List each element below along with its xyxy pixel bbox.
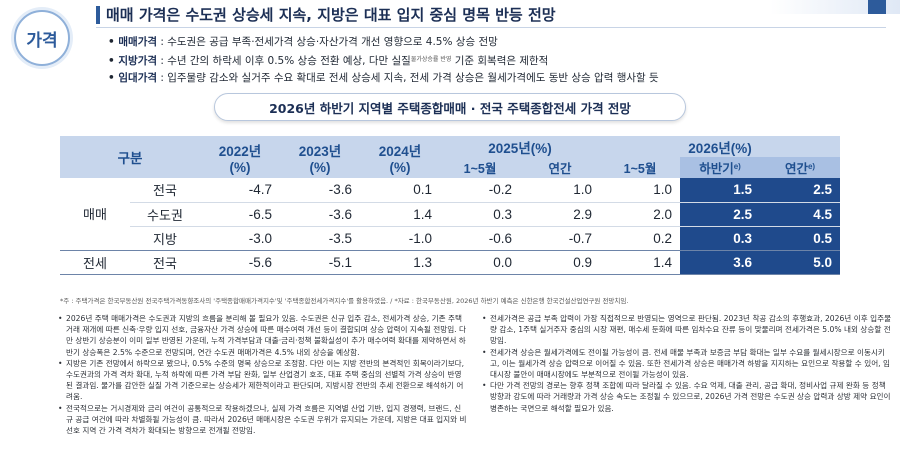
paragraph: 전세가격 상승은 월세가격에도 전이될 가능성이 큼. 전세 매물 부족과 보증…	[482, 347, 892, 381]
left-column: 2026년 주택 매매가격은 수도권과 지방의 흐름을 분리해 볼 필요가 있음…	[58, 313, 468, 436]
region-label: 수도권	[130, 202, 200, 227]
cell-forecast: 5.0	[760, 250, 841, 275]
cell: 0.9	[520, 250, 601, 275]
header-2026: 2026년(%)	[600, 136, 841, 157]
cell: 1.4	[360, 202, 440, 227]
header-2026-annual: 연간e)	[760, 157, 841, 178]
forecast-table-wrap: 구분 2022년 (%) 2023년 (%) 2024년 (%) 2025년(%) 2…	[60, 136, 841, 275]
header-2025-m15: 1~5월	[440, 157, 520, 178]
cell: -0.7	[520, 226, 601, 251]
cell-forecast: 1.5	[680, 178, 761, 203]
cell: 0.0	[440, 250, 520, 275]
bullet-text: 수도권은 공급 부족·전세가격 상승·자산가격 개선 영향으로 4.5% 상승 …	[167, 36, 498, 48]
cell: -1.0	[360, 226, 440, 251]
cell: -5.6	[200, 250, 280, 275]
header-2026-m15: 1~5월	[600, 157, 681, 178]
paragraph: 2026년 주택 매매가격은 수도권과 지방의 흐름을 분리해 볼 필요가 있음…	[58, 313, 468, 358]
right-column: 전세가격은 공급 부족 압력이 가장 직접적으로 반영되는 영역으로 판단됨. …	[482, 313, 892, 436]
cell: 0.2	[600, 226, 681, 251]
bullet-label: 지방가격	[118, 55, 158, 67]
table-title: 2026년 하반기 지역별 주택종합매매 · 전국 주택종합전세 가격 전망	[214, 93, 686, 121]
region-label: 전국	[130, 250, 200, 275]
bullet-label: 매매가격	[118, 36, 158, 48]
cell: 1.0	[520, 178, 601, 203]
body-columns: 2026년 주택 매매가격은 수도권과 지방의 흐름을 분리해 볼 필요가 있음…	[58, 313, 892, 436]
paragraph: 전국적으로는 거시경제와 금리 여건이 공통적으로 작용하겠으나, 실제 가격 …	[58, 403, 468, 437]
cell: 1.3	[360, 250, 440, 275]
cell: -3.0	[200, 226, 280, 251]
section-badge: 가격	[14, 10, 70, 66]
bullet-label: 임대가격	[118, 72, 158, 84]
paragraph: 다만 가격 전망의 경로는 향후 정책 조합에 따라 달라질 수 있음. 수요 …	[482, 380, 892, 414]
region-label: 지방	[130, 226, 200, 251]
bullet-regional: • 지방가격 : 수년 간의 하락세 이후 0.5% 상승 전환 예상, 다만 …	[108, 55, 549, 67]
cell: -6.5	[200, 202, 280, 227]
region-label: 전국	[130, 178, 200, 203]
cell-forecast: 2.5	[680, 202, 761, 227]
table-row: 지방 -3.0 -3.5 -1.0 -0.6 -0.7 0.2 0.3 0.5	[60, 226, 841, 251]
bullet-text-cont: 기준 회복력은 제한적	[451, 55, 549, 67]
paragraph: 지방은 기존 전망에서 하락으로 봤으나, 0.5% 수준의 명목 상승으로 조…	[58, 358, 468, 403]
cell: 0.3	[440, 202, 520, 227]
cell: -0.6	[440, 226, 520, 251]
cell: 2.0	[600, 202, 681, 227]
summary-bullets: • 매매가격 : 수도권은 공급 부족·전세가격 상승·자산가격 개선 영향으로…	[108, 34, 888, 87]
cell-forecast: 0.5	[760, 226, 841, 251]
cell: -3.5	[280, 226, 360, 251]
group-label: 전세	[60, 250, 130, 275]
cell: -4.7	[200, 178, 280, 203]
header-gubun: 구분	[60, 136, 200, 178]
title-divider	[96, 27, 886, 28]
cell: 1.4	[600, 250, 681, 275]
cell: 2.9	[520, 202, 601, 227]
bullet-text: 수년 간의 하락세 이후 0.5% 상승 전환 예상, 다만 실질	[167, 55, 411, 67]
cell: -3.6	[280, 178, 360, 203]
paragraph: 전세가격은 공급 부족 압력이 가장 직접적으로 반영되는 영역으로 판단됨. …	[482, 313, 892, 347]
bullet-footnote: 물가상승률 반영	[410, 56, 452, 63]
header-2023: 2023년 (%)	[280, 136, 360, 178]
cell: -3.6	[280, 202, 360, 227]
cell: -5.1	[280, 250, 360, 275]
corner-mark	[868, 0, 886, 14]
corner-decoration	[770, 0, 900, 14]
cell-forecast: 0.3	[680, 226, 761, 251]
table-row: 수도권 -6.5 -3.6 1.4 0.3 2.9 2.0 2.5 4.5	[60, 202, 841, 227]
forecast-table: 구분 2022년 (%) 2023년 (%) 2024년 (%) 2025년(%) 2…	[60, 136, 841, 275]
header-2025: 2025년(%)	[440, 136, 601, 157]
bullet-rent: • 임대가격 : 입주물량 감소와 실거주 수요 확대로 전세 상승세 지속, …	[108, 72, 659, 84]
header-2025-annual: 연간	[520, 157, 601, 178]
table-row: 전세 전국 -5.6 -5.1 1.3 0.0 0.9 1.4 3.6 5.0	[60, 250, 841, 275]
header-2022: 2022년 (%)	[200, 136, 280, 178]
cell: 0.1	[360, 178, 440, 203]
group-label: 매매	[60, 178, 130, 251]
header-2024: 2024년 (%)	[360, 136, 440, 178]
header-2026-h2: 하반기e)	[680, 157, 761, 178]
table-footnote: *주 : 주택가격은 한국부동산원 전국주택가격동향조사의 '주택종합매매가격지…	[60, 297, 629, 305]
bullet-text: 입주물량 감소와 실거주 수요 확대로 전세 상승세 지속, 전세 가격 상승은…	[167, 72, 659, 84]
cell: -0.2	[440, 178, 520, 203]
table-row: 매매 전국 -4.7 -3.6 0.1 -0.2 1.0 1.0 1.5 2.5	[60, 178, 841, 251]
cell-forecast: 3.6	[680, 250, 761, 275]
cell-forecast: 2.5	[760, 178, 841, 203]
title-accent-bar	[96, 6, 100, 24]
page-title: 매매 가격은 수도권 상승세 지속, 지방은 대표 입지 중심 명목 반등 전망	[106, 6, 556, 24]
cell-forecast: 4.5	[760, 202, 841, 227]
cell: 1.0	[600, 178, 681, 203]
bullet-sale: • 매매가격 : 수도권은 공급 부족·전세가격 상승·자산가격 개선 영향으로…	[108, 36, 498, 48]
